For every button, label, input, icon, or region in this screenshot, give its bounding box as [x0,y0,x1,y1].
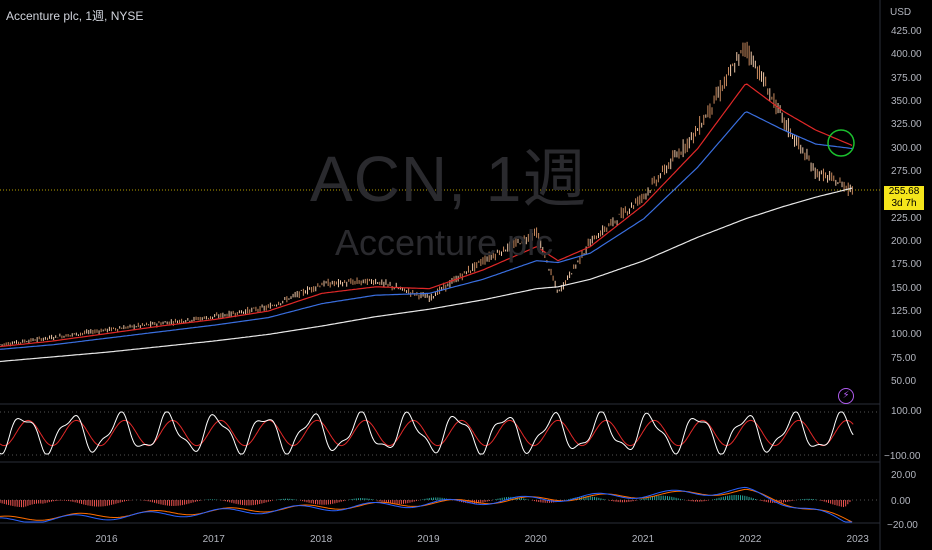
time-tick-label: 2021 [631,534,655,545]
time-tick-label: 2018 [309,534,333,545]
chart-title: Accenture plc, 1週, NYSE [6,9,144,23]
price-tick-label: 300.00 [891,142,922,154]
watermark-symbol: ACN, 1週 [310,143,588,215]
countdown-tag: 3d 7h [884,198,924,210]
macd-line [0,486,853,523]
highlight-circle [827,129,855,157]
last-price-tag: 255.68 [884,186,924,198]
macd-tick-label: 0.00 [891,496,911,507]
time-tick-label: 2019 [417,534,440,545]
macd-tick-label: 20.00 [891,470,917,481]
price-tick-label: 325.00 [891,119,922,131]
watermark-name: Accenture plc [335,222,554,263]
macd-tick-label: −20.00 [887,520,918,531]
price-tick-label: 200.00 [891,236,922,247]
price-tick-label: 175.00 [891,259,922,271]
currency-label: USD [890,7,912,18]
stoch-tick-label: −100.00 [884,451,921,462]
price-tick-label: 50.00 [891,376,917,387]
stoch-main-line [0,411,854,455]
price-tick-label: 400.00 [891,49,922,61]
price-tick-label: 225.00 [891,212,922,224]
price-tick-label: 425.00 [891,26,922,37]
ma-white-line [0,187,853,363]
macd-signal-line [0,488,853,523]
time-tick-label: 2022 [739,534,762,545]
stoch-signal-line [0,419,854,447]
price-tick-label: 350.00 [891,96,922,107]
price-tick-label: 75.00 [891,352,917,364]
price-tick-label: 275.00 [891,166,922,177]
ma-red-line [0,83,853,348]
time-tick-label: 2020 [524,534,547,545]
time-tick-label: 2023 [846,534,869,545]
flash-icon[interactable]: ⚡ [838,388,854,404]
price-tick-label: 375.00 [891,72,922,84]
time-tick-label: 2017 [202,534,225,545]
time-tick-label: 2016 [95,534,118,545]
ma-blue-line [0,111,853,350]
price-tick-label: 150.00 [891,282,922,294]
price-tick-label: 100.00 [891,329,922,341]
stoch-tick-label: 100.00 [891,406,922,417]
price-tick-label: 125.00 [891,306,922,317]
